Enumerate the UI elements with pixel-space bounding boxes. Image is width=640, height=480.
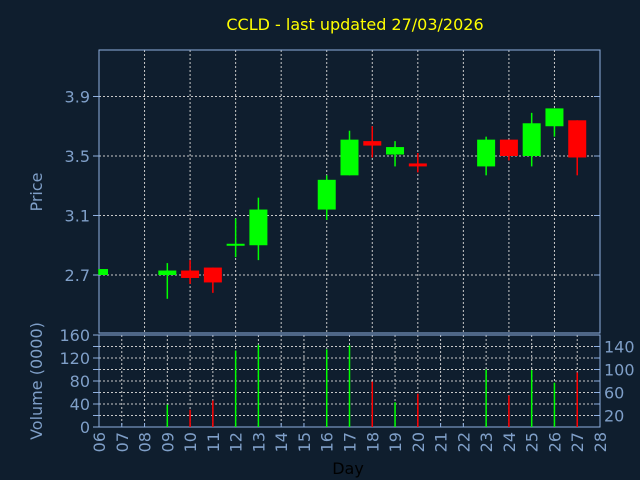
candle-body [203, 267, 222, 283]
candle-body [408, 163, 427, 167]
volume-tick-label: 100 [604, 361, 635, 380]
price-tick-label: 3.9 [65, 88, 90, 107]
candle-body [317, 179, 336, 210]
candle-body [568, 120, 587, 158]
volume-tick-label: 60 [604, 384, 624, 403]
price-tick-label: 3.1 [65, 207, 90, 226]
volume-tick-label: 160 [59, 326, 90, 345]
candle-body [499, 139, 518, 156]
price-tick-label: 2.7 [65, 266, 90, 285]
candle-body [522, 123, 541, 156]
volume-tick-label: 20 [604, 407, 624, 426]
x-tick-label: 20 [409, 432, 428, 452]
x-tick-label: 17 [341, 432, 360, 452]
price-tick-label: 3.5 [65, 147, 90, 166]
candle-body [99, 269, 108, 275]
x-tick-label: 10 [181, 432, 200, 452]
x-tick-label: 16 [318, 432, 337, 452]
x-tick-label: 13 [249, 432, 268, 452]
volume-axis-label: Volume (0000) [27, 322, 46, 440]
volume-tick-label: 0 [80, 418, 90, 437]
x-tick-label: 15 [295, 432, 314, 452]
x-tick-label: 23 [477, 432, 496, 452]
x-tick-label: 27 [568, 432, 587, 452]
volume-tick-label: 40 [70, 395, 90, 414]
candle-body [340, 139, 359, 176]
candle-body [386, 147, 405, 155]
x-tick-label: 24 [500, 432, 519, 452]
price-axis-label: Price [27, 172, 46, 211]
x-tick-label: 22 [454, 432, 473, 452]
candle-body [158, 270, 177, 275]
x-tick-label: 28 [591, 432, 610, 452]
x-tick-label: 21 [432, 432, 451, 452]
x-tick-label: 09 [158, 432, 177, 452]
chart-title: CCLD - last updated 27/03/2026 [226, 15, 483, 34]
x-tick-label: 07 [113, 432, 132, 452]
x-tick-label: 25 [523, 432, 542, 452]
x-tick-label: 11 [204, 432, 223, 452]
x-tick-label: 12 [227, 432, 246, 452]
candle-body [477, 139, 496, 167]
candle-body [363, 141, 382, 146]
volume-tick-label: 80 [70, 372, 90, 391]
x-axis-label: Day [332, 459, 364, 478]
x-tick-label: 08 [136, 432, 155, 452]
candle-body [249, 209, 268, 246]
volume-tick-label: 140 [604, 338, 635, 357]
candle-body [545, 108, 564, 127]
x-tick-label: 06 [90, 432, 109, 452]
x-tick-label: 26 [545, 432, 564, 452]
candle-body [226, 243, 245, 246]
price-frame [98, 49, 601, 334]
x-tick-label: 14 [272, 432, 291, 452]
volume-tick-label: 120 [59, 349, 90, 368]
x-tick-label: 18 [363, 432, 382, 452]
candle-body [181, 270, 200, 278]
x-tick-label: 19 [386, 432, 405, 452]
